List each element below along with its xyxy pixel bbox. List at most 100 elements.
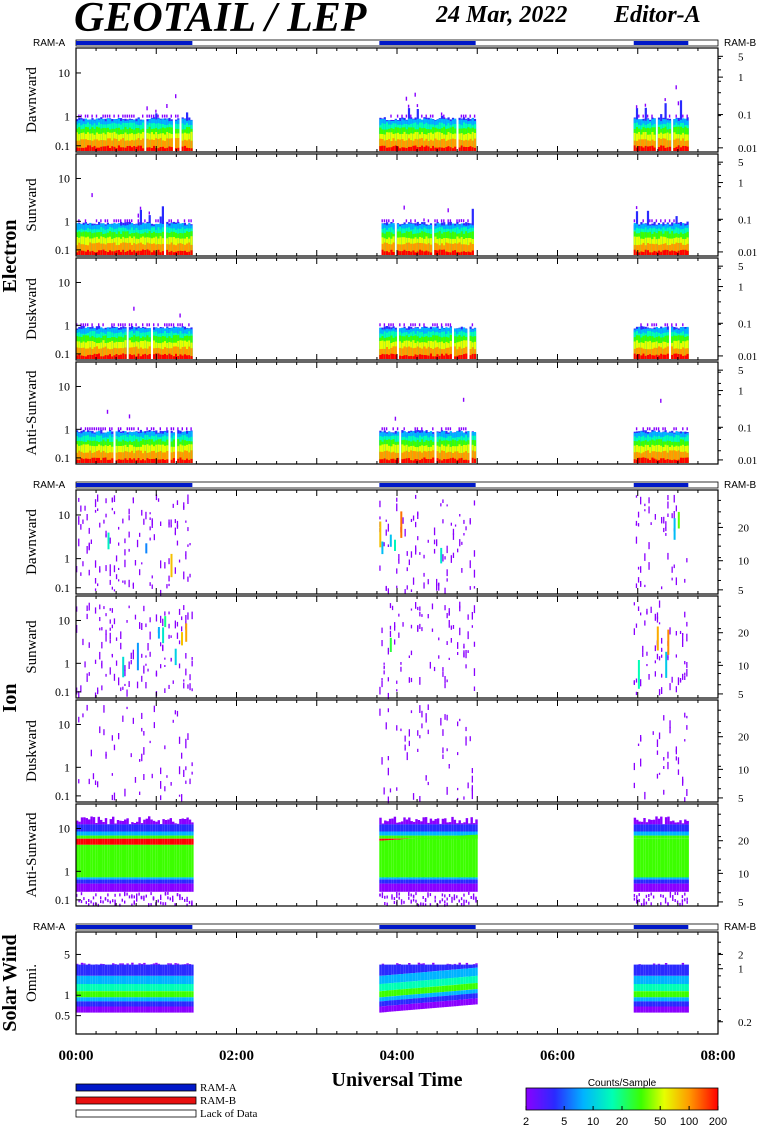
right-tick-label: 5 bbox=[738, 689, 744, 701]
right-tick-label: 0.01 bbox=[738, 351, 757, 363]
panel-electron-dawnward bbox=[76, 48, 718, 152]
legend-label: RAM-A bbox=[200, 1082, 237, 1094]
ram-b-label: RAM-B bbox=[724, 38, 757, 49]
left-tick-label: 0.1 bbox=[55, 451, 70, 465]
right-tick-label: 5 bbox=[738, 897, 744, 909]
right-tick-label: 20 bbox=[738, 628, 750, 640]
ram-a-segment bbox=[379, 925, 476, 929]
x-tick-label: 02:00 bbox=[219, 1048, 254, 1064]
colorbar-tick-label: 5 bbox=[561, 1116, 567, 1128]
colorbar-tick-label: 2 bbox=[523, 1116, 529, 1128]
x-axis-label: Universal Time bbox=[332, 1069, 463, 1091]
colorbar-tick-label: 100 bbox=[680, 1116, 698, 1128]
panel-ion-dawnward bbox=[76, 490, 718, 597]
editor-label: Editor-A bbox=[614, 2, 701, 28]
right-tick-label: 2 bbox=[738, 949, 744, 961]
right-tick-label: 20 bbox=[738, 522, 750, 534]
left-tick-label: 10 bbox=[58, 821, 70, 835]
ram-a-segment bbox=[379, 41, 476, 45]
ram-a-segment bbox=[76, 41, 193, 45]
right-tick-label: 20 bbox=[738, 836, 750, 848]
right-tick-label: 1 bbox=[738, 282, 744, 294]
ram-a-label: RAM-A bbox=[33, 38, 66, 49]
left-tick-label: 0.1 bbox=[55, 789, 70, 803]
colorbar-tick-label: 200 bbox=[709, 1116, 727, 1128]
right-tick-label: 0.1 bbox=[738, 318, 752, 330]
right-tick-label: 1 bbox=[738, 386, 744, 398]
panel-label: Sunward bbox=[24, 178, 40, 232]
panel-label: Anti-Sunward bbox=[24, 812, 40, 897]
right-tick-label: 0.01 bbox=[738, 247, 757, 259]
panel-ion-sunward bbox=[76, 596, 718, 700]
left-tick-label: 1 bbox=[64, 318, 70, 332]
right-tick-label: 0.01 bbox=[738, 455, 757, 467]
left-tick-label: 1 bbox=[64, 864, 70, 878]
ram-a-label: RAM-A bbox=[33, 480, 66, 491]
right-tick-label: 0.01 bbox=[738, 143, 757, 155]
left-tick-label: 1 bbox=[64, 988, 70, 1002]
left-tick-label: 0.1 bbox=[55, 139, 70, 153]
left-tick-label: 1 bbox=[64, 760, 70, 774]
panel-label: Omni. bbox=[24, 964, 40, 1002]
panel-label: Anti-Sunward bbox=[24, 370, 40, 455]
left-tick-label: 10 bbox=[58, 171, 70, 185]
colorbar-tick-label: 20 bbox=[616, 1116, 628, 1128]
left-tick-label: 0.1 bbox=[55, 685, 70, 699]
right-tick-label: 1 bbox=[738, 964, 744, 976]
right-tick-label: 10 bbox=[738, 556, 750, 568]
x-tick-label: 08:00 bbox=[701, 1048, 736, 1064]
right-tick-label: 10 bbox=[738, 764, 750, 776]
x-tick-label: 04:00 bbox=[380, 1048, 415, 1064]
left-tick-label: 10 bbox=[58, 508, 70, 522]
panel-electron-duskward bbox=[76, 258, 718, 360]
left-tick-label: 10 bbox=[58, 66, 70, 80]
right-tick-label: 0.1 bbox=[738, 214, 752, 226]
right-tick-label: 0.1 bbox=[738, 422, 752, 434]
date-label: 24 Mar, 2022 bbox=[436, 2, 568, 28]
group-label: Ion bbox=[0, 684, 21, 713]
left-tick-label: 1 bbox=[64, 552, 70, 566]
ram-a-segment bbox=[379, 483, 476, 487]
ram-a-segment bbox=[633, 41, 689, 45]
legend-swatch bbox=[75, 1096, 197, 1105]
panel-label: Dawnward bbox=[24, 509, 40, 575]
ram-a-segment bbox=[633, 925, 689, 929]
right-tick-label: 1 bbox=[738, 178, 744, 190]
panel-label: Dawnward bbox=[24, 67, 40, 133]
legend-swatch bbox=[75, 1083, 197, 1092]
left-tick-label: 0.1 bbox=[55, 243, 70, 257]
right-tick-label: 0.2 bbox=[738, 1017, 752, 1029]
right-tick-label: 5 bbox=[738, 793, 744, 805]
panel-electron-sunward bbox=[76, 154, 718, 256]
colorbar-tick-label: 50 bbox=[654, 1116, 666, 1128]
ram-a-segment bbox=[76, 925, 193, 929]
colorbar-title: Counts/Sample bbox=[588, 1078, 657, 1089]
chart-title: GEOTAIL / LEP bbox=[74, 0, 367, 41]
right-tick-label: 1 bbox=[738, 72, 744, 84]
right-tick-label: 10 bbox=[738, 660, 750, 672]
x-tick-label: 00:00 bbox=[59, 1048, 94, 1064]
ram-a-segment bbox=[633, 483, 689, 487]
left-tick-label: 5 bbox=[64, 947, 70, 961]
x-tick-label: 06:00 bbox=[540, 1048, 575, 1064]
ram-a-segment bbox=[76, 483, 193, 487]
panel-ion-anti-sunward bbox=[76, 804, 718, 907]
right-tick-label: 5 bbox=[738, 261, 744, 273]
left-tick-label: 10 bbox=[58, 379, 70, 393]
right-tick-label: 10 bbox=[738, 868, 750, 880]
ram-a-label: RAM-A bbox=[33, 922, 66, 933]
left-tick-label: 1 bbox=[64, 656, 70, 670]
right-tick-label: 0.1 bbox=[738, 110, 752, 122]
ram-b-label: RAM-B bbox=[724, 922, 757, 933]
panel-label: Sunward bbox=[24, 620, 40, 674]
left-tick-label: 1 bbox=[64, 214, 70, 228]
left-tick-label: 10 bbox=[58, 613, 70, 627]
left-tick-label: 10 bbox=[58, 717, 70, 731]
panel-electron-anti-sunward bbox=[76, 362, 718, 464]
panel-ion-duskward bbox=[76, 700, 718, 804]
left-tick-label: 10 bbox=[58, 275, 70, 289]
panel-bg bbox=[76, 700, 718, 802]
right-tick-label: 5 bbox=[738, 585, 744, 597]
panel-label: Duskward bbox=[24, 278, 40, 340]
